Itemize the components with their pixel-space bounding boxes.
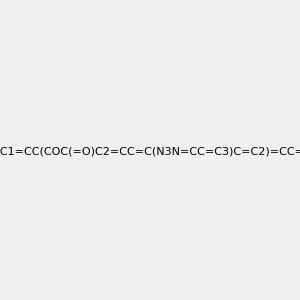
Text: ClC1=CC(COC(=O)C2=CC=C(N3N=CC=C3)C=C2)=CC=C1: ClC1=CC(COC(=O)C2=CC=C(N3N=CC=C3)C=C2)=C… [0,146,300,157]
